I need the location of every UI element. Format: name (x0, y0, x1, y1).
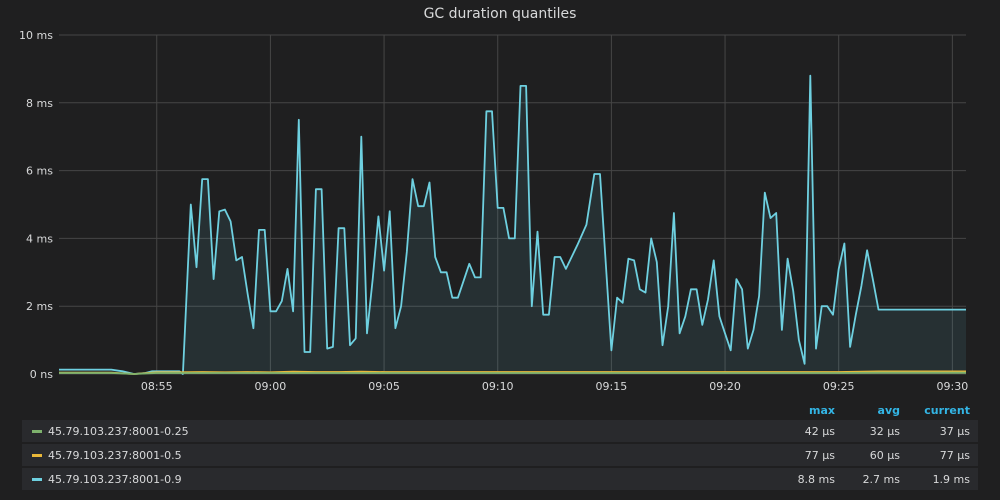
x-tick-label: 09:20 (709, 380, 741, 393)
legend-header-current[interactable]: current (924, 403, 970, 417)
series-line (59, 371, 966, 375)
series-max: 77 µs (804, 448, 835, 462)
legend-header: max avg current (22, 400, 978, 420)
x-tick-label: 09:25 (823, 380, 855, 393)
x-tick-label: 09:05 (368, 380, 400, 393)
series-current: 77 µs (939, 448, 970, 462)
panel-title[interactable]: GC duration quantiles (423, 6, 577, 22)
y-tick-label: 6 ms (26, 165, 53, 178)
series-avg: 2.7 ms (862, 472, 900, 486)
series-color-swatch[interactable] (32, 429, 42, 433)
series-current: 37 µs (939, 424, 970, 438)
x-tick-label: 08:55 (141, 380, 173, 393)
y-tick-label: 4 ms (26, 232, 53, 245)
y-tick-label: 8 ms (26, 97, 53, 110)
x-tick-label: 09:15 (596, 380, 628, 393)
series-avg: 32 µs (869, 424, 900, 438)
legend-row[interactable]: 45.79.103.237:8001-0.9 8.8 ms 2.7 ms 1.9… (22, 468, 978, 490)
series-current: 1.9 ms (932, 472, 970, 486)
y-tick-label: 10 ms (19, 29, 53, 42)
series-line (59, 74, 966, 375)
x-tick-label: 09:30 (937, 380, 969, 393)
series-color-swatch[interactable] (32, 453, 42, 457)
graph-area[interactable]: 0 ns 2 ms 4 ms 6 ms 8 ms 10 ms 08:55 09:00 09:05… (0, 0, 1000, 395)
series-name[interactable]: 45.79.103.237:8001-0.9 (48, 472, 182, 486)
legend-row[interactable]: 45.79.103.237:8001-0.25 42 µs 32 µs 37 µ… (22, 420, 978, 442)
legend-row[interactable]: 45.79.103.237:8001-0.5 77 µs 60 µs 77 µs (22, 444, 978, 466)
x-tick-label: 09:00 (255, 380, 287, 393)
legend-header-max[interactable]: max (809, 403, 835, 417)
legend-table: max avg current 45.79.103.237:8001-0.25 … (22, 400, 978, 492)
series-name[interactable]: 45.79.103.237:8001-0.25 (48, 424, 189, 438)
x-tick-label: 09:10 (482, 380, 514, 393)
y-tick-label: 0 ns (30, 368, 53, 381)
legend-header-avg[interactable]: avg (877, 403, 900, 417)
y-tick-label: 2 ms (26, 300, 53, 313)
series-max: 42 µs (804, 424, 835, 438)
series-max: 8.8 ms (797, 472, 835, 486)
series-color-swatch[interactable] (32, 477, 42, 481)
series-name[interactable]: 45.79.103.237:8001-0.5 (48, 448, 182, 462)
series-area (59, 75, 966, 374)
series-avg: 60 µs (869, 448, 900, 462)
